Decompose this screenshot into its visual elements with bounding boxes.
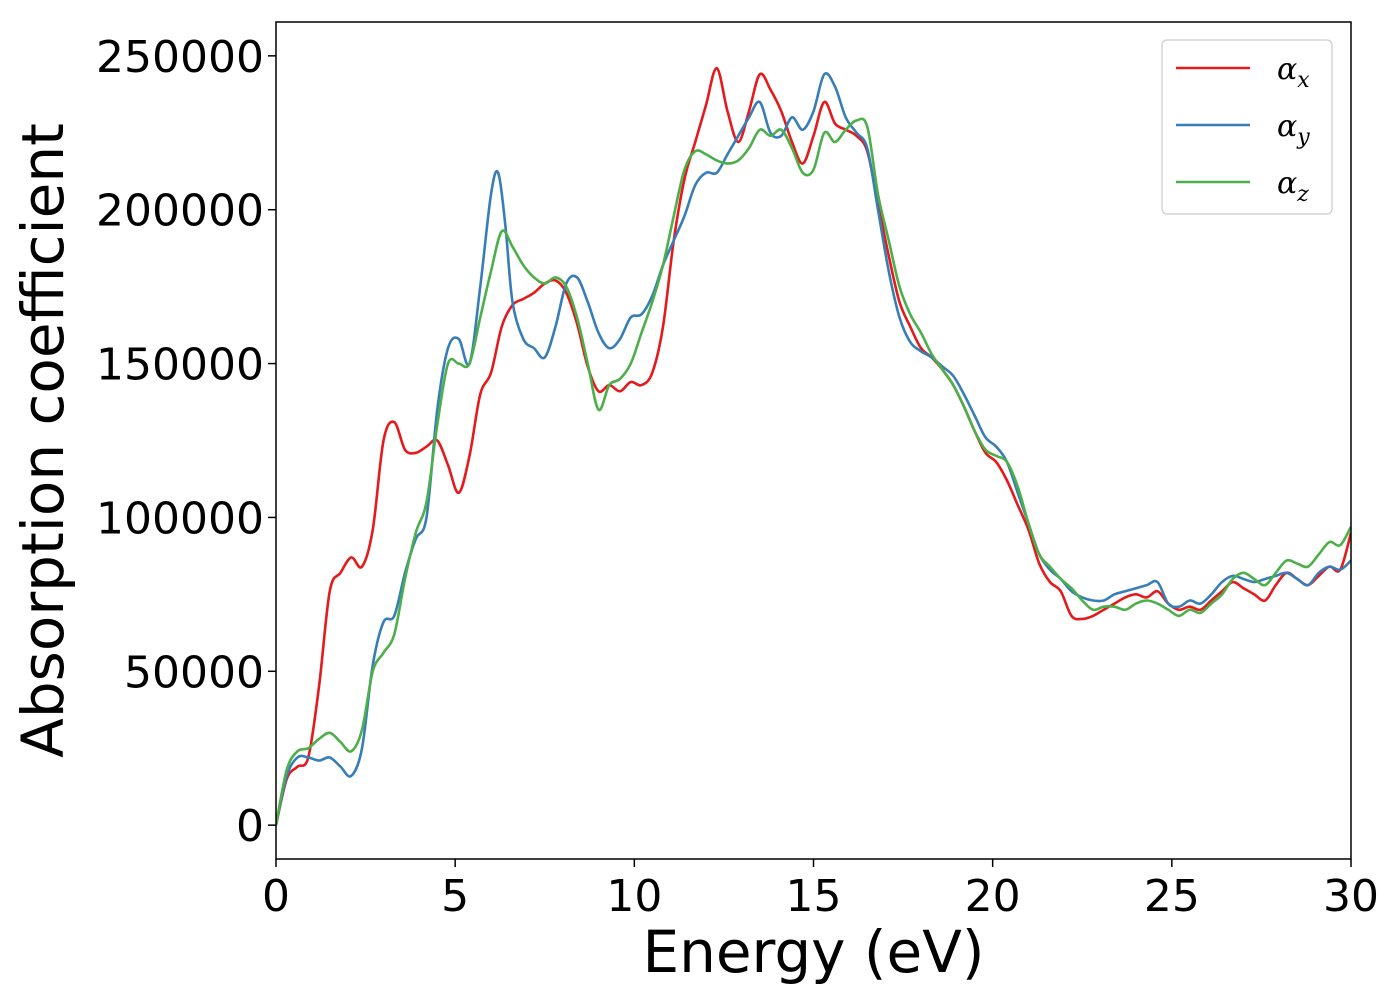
x-tick-label: 30 [1323, 871, 1379, 922]
legend-label-x: αx [1277, 52, 1310, 93]
y-tick-label: 250000 [96, 32, 264, 83]
legend-box [1161, 39, 1333, 215]
y-tick-label: 50000 [124, 647, 264, 698]
y-tick-label: 150000 [96, 340, 264, 391]
legend-symbol: α [1277, 52, 1297, 87]
legend-symbol: α [1277, 109, 1297, 144]
legend-label-y: αy [1277, 109, 1310, 150]
x-tick-label: 20 [965, 871, 1021, 922]
series-line-y [276, 72, 1351, 826]
legend-subscript: z [1296, 182, 1309, 207]
y-tick-label: 200000 [96, 186, 264, 237]
x-axis-title: Energy (eV) [642, 918, 984, 986]
y-tick-label: 100000 [96, 493, 264, 544]
x-tick-label: 0 [262, 871, 290, 922]
legend-subscript: y [1296, 125, 1310, 150]
y-tick-label: 0 [236, 801, 264, 852]
legend-subscript: x [1297, 68, 1310, 93]
series-line-z [276, 117, 1351, 826]
legend-label-z: αz [1277, 166, 1309, 207]
x-tick-label: 10 [606, 871, 662, 922]
x-tick-label: 15 [786, 871, 842, 922]
x-axis: 0 5 10 15 20 25 30 [262, 859, 1379, 922]
series-layer [276, 66, 1351, 826]
legend-symbol: α [1277, 166, 1297, 201]
x-tick-label: 25 [1144, 871, 1200, 922]
y-axis-title: Absorption coefficient [9, 123, 77, 758]
x-tick-label: 5 [441, 871, 469, 922]
y-axis: 0 50000 100000 150000 200000 250000 [96, 32, 276, 852]
